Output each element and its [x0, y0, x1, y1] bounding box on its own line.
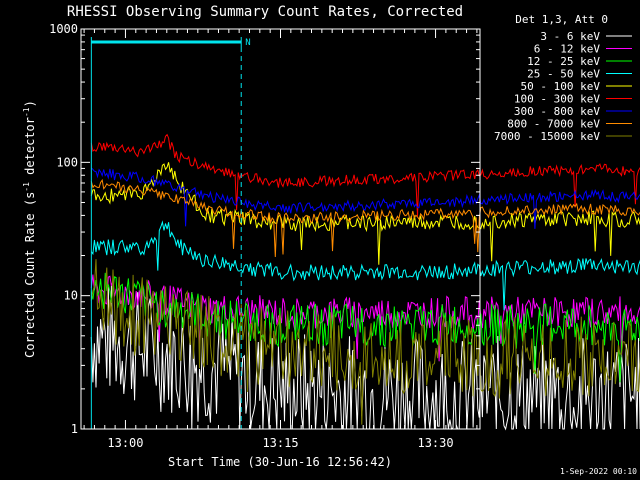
y-tick-label: 1000 [49, 22, 78, 36]
chart-title: RHESSI Observing Summary Count Rates, Co… [67, 4, 463, 20]
y-axis-label-part1: Corrected Count Rate (s [23, 192, 37, 358]
series-layer [90, 133, 640, 431]
y-axis-label-sup2: -1 [22, 107, 31, 117]
y-axis-label-end: ) [23, 100, 37, 107]
y-tick-label: 100 [56, 155, 78, 169]
series-line-4 [90, 162, 640, 265]
y-tick-label: 1 [71, 422, 78, 436]
y-axis-label: Corrected Count Rate (s-1 detector-1) [22, 100, 37, 358]
legend-label: 3 - 6 keV [540, 30, 600, 43]
y-axis: 1 10 100 1000 [49, 22, 480, 436]
x-tick-label: 13:00 [107, 436, 143, 450]
legend-label: 6 - 12 keV [534, 43, 601, 56]
night-label: N [245, 38, 250, 48]
legend-label: 50 - 100 keV [521, 80, 601, 93]
y-axis-label-sup1: -1 [22, 182, 31, 192]
series-line-7 [90, 178, 640, 258]
overlay-layer: N [90, 37, 251, 429]
legend-label: 300 - 800 keV [514, 105, 600, 118]
series-line-8 [90, 259, 640, 425]
series-line-0 [90, 285, 640, 431]
legend-label: 100 - 300 keV [514, 93, 600, 106]
legend-label: 800 - 7000 keV [507, 118, 600, 131]
y-tick-label: 10 [64, 289, 78, 303]
legend-label: 25 - 50 keV [527, 68, 600, 81]
series-line-6 [90, 167, 640, 229]
series-line-3 [90, 220, 640, 311]
x-axis-label: Start Time (30-Jun-16 12:56:42) [168, 455, 392, 469]
footer-date: 1-Sep-2022 00:10 [560, 467, 637, 476]
x-axis: 13:00 13:15 13:30 [83, 29, 478, 450]
legend-label: 7000 - 15000 keV [494, 130, 600, 143]
series-line-1 [90, 274, 640, 362]
series-line-5 [90, 133, 640, 217]
legend-label: 12 - 25 keV [527, 55, 600, 68]
y-axis-label-part2: detector [23, 117, 37, 182]
x-tick-label: 13:30 [417, 436, 453, 450]
x-tick-label: 13:15 [262, 436, 298, 450]
legend-title: Det 1,3, Att 0 [515, 13, 608, 26]
